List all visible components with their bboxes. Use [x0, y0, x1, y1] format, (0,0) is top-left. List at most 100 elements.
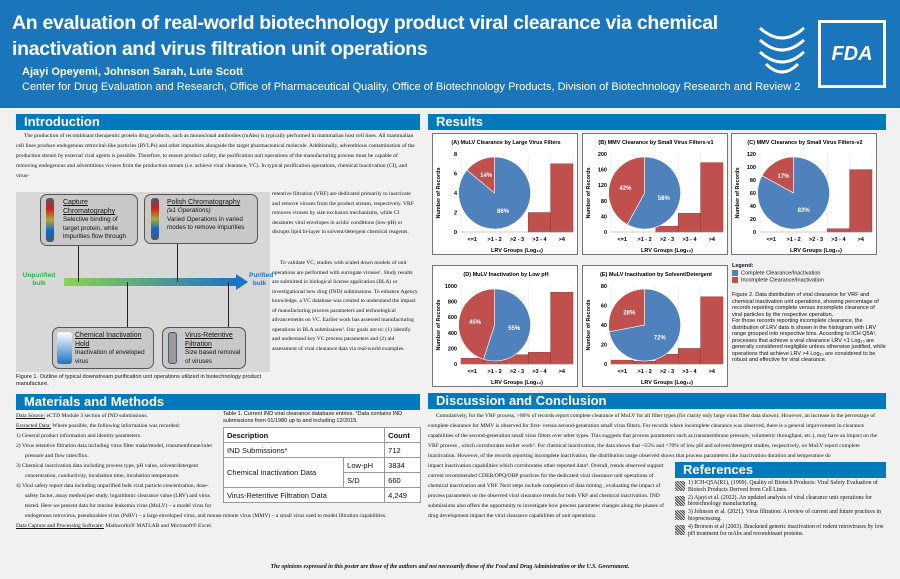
references-heading: References	[675, 462, 886, 478]
references-section: References 1) ICH-Q5A(R1), (1999). Quali…	[675, 462, 886, 539]
y-tick-label: 0	[604, 362, 607, 368]
y-tick-label: 200	[598, 152, 607, 158]
y-tick-label: 160	[598, 168, 607, 174]
x-tick-label: >3 - 4	[831, 237, 846, 243]
histogram-bar	[460, 357, 484, 365]
pie-label: 28%	[623, 310, 636, 316]
pie-label: 83%	[798, 208, 811, 214]
pie-label: 14%	[480, 173, 493, 179]
figure-1-caption: Figure 1. Outline of typical downstream …	[16, 374, 262, 387]
purified-bulk-label: Purified bulk	[249, 272, 274, 287]
unpurified-bulk-label: Unpurified bulk	[22, 272, 56, 287]
pie-slice-complete	[483, 288, 531, 362]
chart-legend: Legend: Complete Clearance/Inactivation …	[732, 263, 824, 284]
x-tick-label: >2 - 3	[809, 237, 823, 243]
pie-label: 17%	[778, 174, 791, 180]
filter-icon	[168, 332, 177, 364]
y-tick-label: 0	[454, 362, 457, 368]
pie-label: 58%	[658, 196, 671, 202]
reference-item: 4) Brorson et al (2003). Bracketed gener…	[675, 524, 886, 537]
table-row: IND Submissions* 712	[222, 442, 421, 458]
methods-heading: Materials and Methods	[16, 394, 420, 410]
disclaimer: The opinions expressed in this poster ar…	[270, 564, 630, 570]
histogram-bar	[655, 225, 679, 233]
authors: Ajayi Opeyemi, Johnson Sarah, Lute Scott	[22, 66, 244, 78]
polish-chromatography-box: Polish Chromatography (≥1 Operations) Vari…	[144, 194, 258, 244]
chart-title: (D) MuLV Inactivation by Low pH	[463, 272, 548, 278]
x-tick-label: <=1	[617, 237, 626, 243]
histogram-bar	[550, 292, 574, 365]
x-tick-label: >2 - 3	[660, 237, 674, 243]
y-axis-label: Number of Records	[436, 299, 442, 350]
x-tick-label: >3 - 4	[532, 237, 547, 243]
y-tick-label: 80	[601, 199, 607, 205]
y-tick-label: 60	[601, 304, 607, 310]
discussion-body: Cumulatively, for the VRF process, >80% …	[428, 411, 886, 539]
y-tick-label: 0	[454, 230, 457, 236]
pie-slice-complete	[626, 156, 681, 230]
y-tick-label: 100	[747, 165, 756, 171]
pie-slice-incomplete	[608, 288, 645, 333]
intro-heading: Introduction	[16, 114, 420, 130]
figure-2-caption: Figure 2. Data distribution of viral cle…	[732, 292, 886, 363]
methods-item-4: 4) Viral safety report data including un…	[16, 483, 387, 519]
x-tick-label: <=1	[467, 237, 476, 243]
discussion-paragraph-1: Cumulatively, for the VRF process, >80% …	[428, 413, 878, 459]
y-tick-label: 0	[753, 230, 756, 236]
reference-item: 2) Ajayi et al. (2022). An updated analy…	[675, 495, 886, 508]
methods-item-2: 2) Virus retentive filtration data inclu…	[16, 443, 212, 459]
hhs-eagle-logo	[758, 26, 806, 74]
arrow-head	[236, 274, 248, 290]
legend-swatch-incomplete	[732, 277, 738, 284]
chart-title: (A) MuLV Clearance by Large Virus Filter…	[451, 140, 560, 146]
y-tick-label: 60	[750, 191, 756, 197]
y-tick-label: 80	[601, 284, 607, 290]
y-tick-label: 40	[750, 204, 756, 210]
y-tick-label: 120	[598, 183, 607, 189]
chemical-inactivation-box: Chemical Inactivation Hold Inactivation o…	[52, 327, 154, 369]
table-1: Description Count IND Submissions* 712 Che…	[222, 427, 421, 503]
affiliation: Center for Drug Evaluation and Research,…	[22, 81, 801, 93]
x-tick-label: >1 - 2	[637, 237, 651, 243]
poster-title: An evaluation of real-world biotechnolog…	[12, 12, 718, 60]
intro-paragraph-1: The production of recombinant therapeuti…	[16, 133, 415, 179]
histogram-bar	[550, 163, 574, 233]
qr-code-icon	[675, 481, 685, 491]
pie-label: 72%	[654, 336, 667, 342]
x-tick-label: <=1	[766, 237, 775, 243]
chart-title: (C) MMV Clearance by Small Virus Filters…	[747, 140, 862, 146]
intro-paragraph-3: To validate VC, studies with scaled down…	[272, 260, 418, 352]
chart-d: (D) MuLV Inactivation by Low pH Number of…	[432, 265, 578, 387]
histogram-bar	[633, 360, 657, 365]
y-tick-label: 0	[604, 230, 607, 236]
y-tick-label: 40	[601, 323, 607, 329]
x-axis-label: LRV Groups (Log₁₀)	[641, 380, 693, 386]
methods-body: Table 1. Current IND viral clearance dat…	[16, 411, 421, 531]
table-1-caption: Table 1. Current IND viral clearance dat…	[223, 411, 403, 424]
chart-title: (B) MMV Clearance by Small Virus Filters…	[598, 140, 713, 146]
data-source: Data Source: eCTD Module 3 section of IN…	[16, 413, 148, 419]
pie-label: 86%	[497, 209, 510, 215]
process-arrow	[64, 278, 236, 286]
y-tick-label: 6	[454, 172, 457, 178]
y-tick-label: 400	[448, 331, 457, 337]
y-tick-label: 1000	[445, 284, 457, 290]
y-axis-label: Number of Records	[586, 299, 592, 350]
tank-icon	[57, 332, 72, 364]
histogram-bar	[849, 169, 873, 233]
qr-code-icon	[675, 525, 685, 536]
x-tick-label: <=1	[617, 369, 626, 375]
x-tick-label: >3 - 4	[682, 237, 697, 243]
software: Data Capture and Processing Software: Ma…	[16, 523, 213, 529]
table-row: Virus-Retentive Filtration Data 4,249	[222, 487, 421, 503]
poster-header: An evaluation of real-world biotechnolog…	[0, 0, 900, 108]
x-tick-label: >4	[559, 237, 566, 243]
methods-item-3: 3) Chemical inactivation data including …	[16, 463, 199, 479]
qr-code-icon	[675, 495, 685, 506]
x-tick-label: >4	[559, 369, 566, 375]
x-tick-label: >4	[709, 369, 716, 375]
x-axis-label: LRV Groups (Log₁₀)	[491, 380, 543, 386]
y-tick-label: 200	[448, 346, 457, 352]
x-tick-label: >1 - 2	[637, 369, 651, 375]
histogram-bar	[610, 359, 634, 365]
